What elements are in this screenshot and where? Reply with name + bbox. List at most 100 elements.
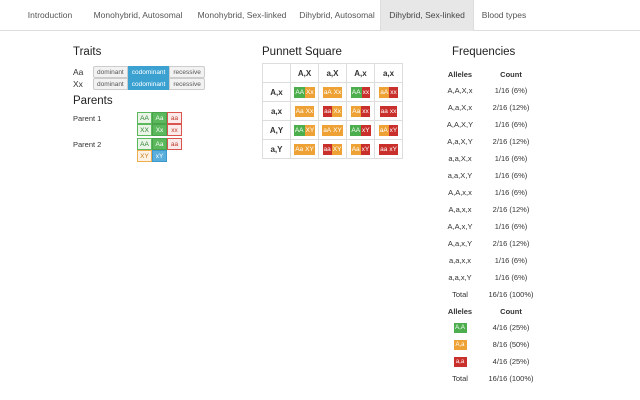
cell-a-part: AA [350,124,362,136]
punnett-cell: aA Xx [318,82,347,102]
parent-2-label: Parent 2 [73,140,102,149]
p2-aa-recessive-chip[interactable]: aa [167,138,182,150]
count-cell: 1/16 (6%) [494,86,528,95]
cell-x-part: Xx [332,105,342,117]
trait-aa-recessive-button[interactable]: recessive [169,66,205,78]
trait-aa-codominant-button[interactable]: codominant [127,66,170,78]
p2-aa-hetero-chip[interactable]: Aa [152,138,167,150]
traits-heading: Traits [73,46,102,58]
p1-xx-recessive-chip[interactable]: xx [167,124,182,136]
punnett-col-header: A,X [290,63,319,83]
genotype-cell: A,A,x,Y [447,222,473,231]
tab-introduction[interactable]: Introduction [27,10,73,20]
cell-a-part: aA [378,124,389,136]
p1-aa-recessive-chip[interactable]: aa [167,112,182,124]
p2-xy-dominant-chip[interactable]: XY [137,150,152,162]
count-cell: 1/16 (6%) [494,171,528,180]
genotype-cell: a,a,X,x [448,154,472,163]
trait-aa-dominant-button[interactable]: dominant [93,66,128,78]
punnett-row-header: A,Y [262,120,291,140]
frequencies-table: Alleles Count A,A,X,x 1/16 (6%) A,a,X,x 2/… [440,66,542,387]
parent-2-genotype-picker: AA Aa aa XY xY [137,138,182,162]
table-row: a,a,x,Y 1/16 (6%) [440,269,542,286]
cell-x-part: xx [388,105,398,117]
punnett-cell: aa XY [318,139,347,159]
phenotype-swatch: A,A [453,322,467,333]
cell-a-part: aa [379,105,389,117]
table-row: a,a,X,x 1/16 (6%) [440,150,542,167]
table-row: a,a 4/16 (25%) [440,353,542,370]
tab-monohybrid-autosomal[interactable]: Monohybrid, Autosomal [93,10,183,20]
punnett-row-header: a,Y [262,139,291,159]
genotype-cell: A,A,X,Y [446,120,474,129]
cell-x-part: XY [304,124,316,136]
p1-aa-hetero-chip[interactable]: Aa [152,112,167,124]
cell-x-part: XY [304,143,315,155]
genotype-cell: A,A,X,x [447,86,473,95]
cell-x-part: Xx [332,86,343,98]
p1-aa-dominant-chip[interactable]: AA [137,112,152,124]
punnett-cell: aA xY [374,120,403,140]
punnett-cell: AA Xx [290,82,319,102]
total-row: Total 16/16 (100%) [440,370,542,387]
punnett-cell: aa xx [374,101,403,121]
punnett-cell: AA xY [346,120,375,140]
punnett-corner [262,63,291,83]
cell-x-part: xx [361,105,370,117]
table-row: A,A,x,x 1/16 (6%) [440,184,542,201]
genotype-cell: a,a,x,Y [448,273,472,282]
p1-xx-dominant-chip[interactable]: XX [137,124,152,136]
punnett-row-header: a,x [262,101,291,121]
cell-x-part: xx [361,86,371,98]
trait-row-aa: Aa dominant codominant recessive [73,66,205,78]
cell-a-part: Aa [294,143,305,155]
cell-x-part: xY [388,143,398,155]
punnett-square: A,X a,X A,x a,x A,x AA Xx aA Xx AA xx aA xx … [262,63,403,159]
freq-col-header: Alleles [447,69,473,79]
table-row: A,a,X,Y 2/16 (12%) [440,133,542,150]
p2-aa-dominant-chip[interactable]: AA [137,138,152,150]
count-cell: 1/16 (6%) [494,222,528,231]
tab-blood-types[interactable]: Blood types [481,10,527,20]
table-row: A,a,x,x 2/16 (12%) [440,201,542,218]
p2-xy-recessive-chip[interactable]: xY [152,150,167,162]
trait-xx-dominant-button[interactable]: dominant [93,78,128,90]
punnett-cell: AA xx [346,82,375,102]
genotype-cell: A,a,X,Y [447,137,473,146]
punnett-cell: Aa Xx [290,101,319,121]
punnett-col-header: A,x [346,63,375,83]
punnett-cell: Aa XY [290,139,319,159]
count-cell: 2/16 (12%) [492,103,530,112]
cell-a-part: AA [350,86,362,98]
count-cell: 1/16 (6%) [494,120,528,129]
tab-dihybrid-sex-linked[interactable]: Dihybrid, Sex-linked [380,0,474,31]
cell-a-part: aa [379,143,389,155]
punnett-heading: Punnett Square [262,46,342,58]
cell-x-part: XY [332,124,343,136]
total-label: Total [452,290,468,299]
punnett-row-header: A,x [262,82,291,102]
parent-1-label: Parent 1 [73,114,102,123]
trait-row-xx: Xx dominant codominant recessive [73,78,205,90]
phenotype-swatch: a,a [453,356,467,367]
tab-dihybrid-autosomal[interactable]: Dihybrid, Autosomal [299,10,375,20]
cell-x-part: xx [389,86,398,98]
table-row: A,a,X,x 2/16 (12%) [440,99,542,116]
punnett-cell: aa xY [374,139,403,159]
genotype-cell: A,A,x,x [448,188,472,197]
trait-xx-recessive-button[interactable]: recessive [169,78,205,90]
p1-xx-hetero-chip[interactable]: Xx [152,124,167,136]
genotype-cell: A,a,x,x [448,205,472,214]
total-label: Total [452,374,468,383]
frequencies-heading: Frequencies [452,46,516,58]
total-count: 16/16 (100%) [488,290,534,299]
cell-a-part: aA [322,86,333,98]
trait-xx-codominant-button[interactable]: codominant [127,78,170,90]
trait-label: Xx [73,79,83,89]
tab-monohybrid-sex-linked[interactable]: Monohybrid, Sex-linked [197,10,287,20]
table-row: A,A,X,x 1/16 (6%) [440,82,542,99]
cell-a-part: Aa [294,105,305,117]
cell-a-part: AA [293,124,305,136]
tab-bar: Introduction Monohybrid, Autosomal Monoh… [0,0,640,31]
table-row: A,a 8/16 (50%) [440,336,542,353]
